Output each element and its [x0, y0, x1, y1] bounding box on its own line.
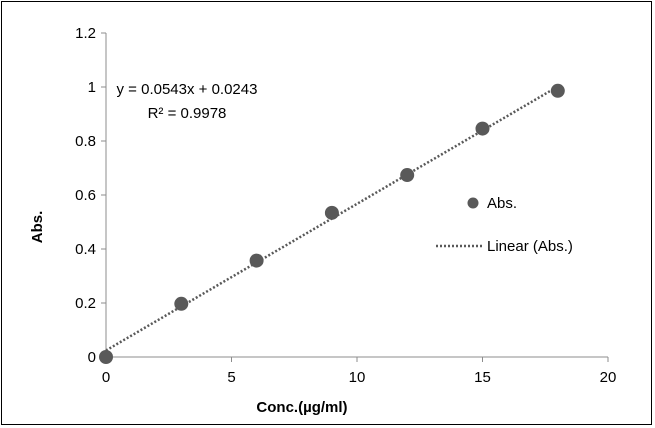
data-point	[324, 205, 339, 220]
data-point	[550, 83, 565, 98]
x-tick-label: 15	[474, 369, 491, 386]
legend: Abs. Linear (Abs.)	[436, 195, 573, 255]
legend-marker-abs	[467, 197, 479, 209]
y-axis-title: Abs.	[29, 211, 46, 244]
trendline-equation: y = 0.0543x + 0.0243	[117, 81, 258, 98]
x-tick-label: 10	[349, 369, 366, 386]
y-tick-label: 0.4	[75, 241, 96, 258]
y-tick-label: 0.2	[75, 295, 96, 312]
x-tick-label: 5	[227, 369, 235, 386]
data-point	[99, 350, 113, 364]
x-tick-label: 20	[600, 369, 617, 386]
legend-label-linear: Linear (Abs.)	[487, 238, 573, 255]
data-points	[99, 83, 565, 364]
r-squared-label: R² = 0.9978	[148, 105, 227, 122]
y-tick-label: 0.8	[75, 133, 96, 150]
y-tick-label: 0	[88, 349, 96, 366]
data-point	[400, 168, 415, 183]
x-tick-label: 0	[102, 369, 110, 386]
legend-label-abs: Abs.	[487, 195, 517, 212]
y-tick-labels: 0 0.2 0.4 0.6 0.8 1 1.2	[75, 25, 96, 366]
y-tick-label: 0.6	[75, 187, 96, 204]
data-point	[174, 296, 189, 311]
data-point	[475, 121, 490, 136]
x-tick-labels: 0 5 10 15 20	[102, 369, 617, 386]
x-axis-title: Conc.(µg/ml)	[256, 399, 347, 416]
y-tick-label: 1.2	[75, 25, 96, 42]
axes	[101, 32, 609, 362]
y-tick-label: 1	[88, 79, 96, 96]
data-point	[249, 253, 264, 268]
